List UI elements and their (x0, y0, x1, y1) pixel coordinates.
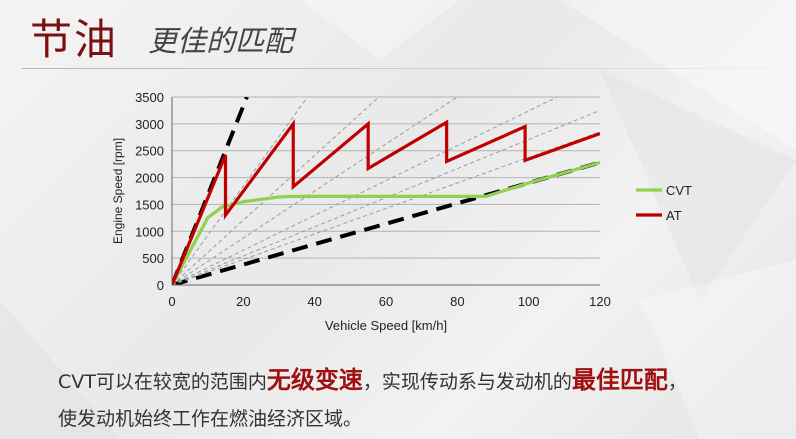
y-tick-label: 2000 (135, 171, 164, 186)
y-tick-label: 2500 (135, 144, 164, 159)
y-tick-label: 3500 (135, 90, 164, 105)
gridlines (172, 96, 600, 259)
x-tick-label: 80 (450, 294, 464, 309)
reference-line (172, 97, 308, 285)
page-subtitle: 更佳的匹配 (148, 24, 294, 58)
caption-highlight-stepless: 无级变速 (266, 366, 363, 394)
caption-text-c: ， (667, 371, 687, 393)
engine-speed-chart: 0 500 1000 1500 2000 2500 3000 3500 0 20 40 60 80 100… (111, 90, 692, 333)
y-tick-label: 500 (142, 251, 164, 266)
x-axis-label: Vehicle Speed [km/h] (325, 318, 447, 333)
y-tick-label: 1500 (135, 197, 164, 212)
caption-text-a: CVT可以在较宽的范围内 (58, 371, 267, 393)
series-lines (172, 119, 600, 285)
caption-text-b: ，实现传动系与发动机的 (362, 371, 572, 393)
series-line-at (172, 119, 600, 285)
title-divider (22, 68, 772, 69)
reference-line (172, 97, 380, 285)
legend-label-cvt: CVT (666, 183, 692, 198)
y-tick-label: 1000 (135, 224, 164, 239)
legend: CVT AT (636, 183, 692, 223)
x-tick-label: 100 (518, 294, 540, 309)
page-title: 节油 (30, 15, 119, 64)
legend-label-at: AT (666, 208, 682, 223)
y-axis-label: Engine Speed [rpm] (111, 138, 125, 244)
reference-lines (172, 97, 600, 285)
x-tick-label: 20 (236, 294, 250, 309)
y-tick-label: 0 (157, 278, 164, 293)
caption-line-1: CVT可以在较宽的范围内无级变速，实现传动系与发动机的最佳匹配， (58, 360, 687, 395)
reference-line (172, 97, 558, 285)
reference-line (172, 97, 458, 285)
x-tick-label: 0 (168, 294, 175, 309)
caption-line-2: 使发动机始终工作在燃油经济区域。 (58, 408, 363, 430)
x-tick-label: 40 (307, 294, 321, 309)
x-tick-label: 120 (589, 294, 611, 309)
series-line-cvt (172, 160, 600, 285)
y-tick-label: 3000 (135, 117, 164, 132)
caption-highlight-best-match: 最佳匹配 (571, 366, 668, 394)
axes: 0 500 1000 1500 2000 2500 3000 3500 0 20 40 60 80 100… (111, 90, 611, 333)
x-tick-label: 60 (379, 294, 393, 309)
